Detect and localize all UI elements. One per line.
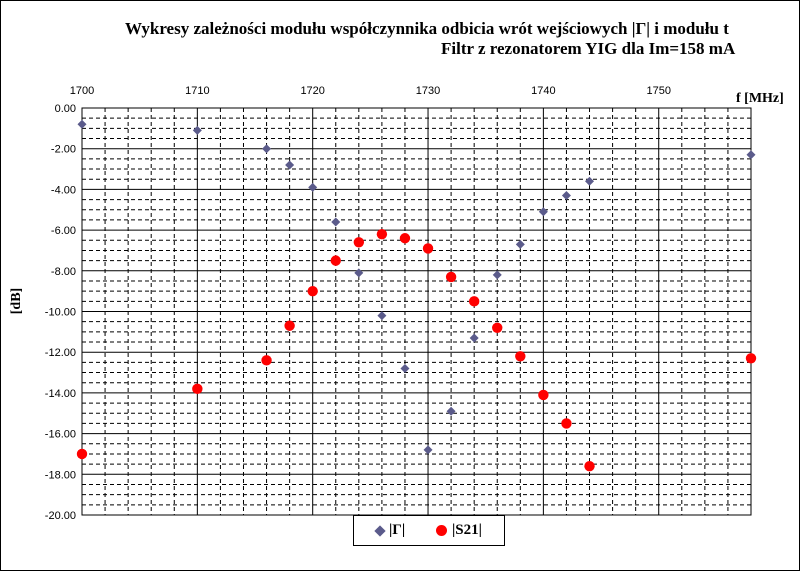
x-tick-label: 1740 xyxy=(531,85,555,97)
gamma-point xyxy=(377,311,387,321)
y-tick-label: -16.00 xyxy=(45,429,76,441)
s21-point xyxy=(261,355,272,366)
series-points xyxy=(76,119,757,472)
s21-point xyxy=(468,296,480,307)
chart-subtitle: Filtr z rezonatorem YIG dla Im=158 mA xyxy=(441,39,736,58)
gamma-point xyxy=(515,239,525,249)
gamma-point xyxy=(400,363,410,373)
grid xyxy=(81,107,752,516)
gamma-point xyxy=(285,160,295,170)
y-axis-label: [dB] xyxy=(9,288,24,314)
gamma-point xyxy=(308,182,318,192)
s21-point xyxy=(745,353,757,364)
s21-point xyxy=(353,237,365,248)
s21-point xyxy=(399,233,411,244)
s21-point xyxy=(515,351,526,362)
y-tick-label: -18.00 xyxy=(45,469,76,481)
y-tick-label: -2.00 xyxy=(51,144,76,156)
tick-labels: 0.00 -2.00 -4.00 -6.00 -8.00 -10.00 -12.00 -14.… xyxy=(45,85,671,522)
gamma-point xyxy=(192,125,202,135)
s21-point xyxy=(538,389,549,401)
gamma-point xyxy=(585,176,595,186)
s21-point xyxy=(492,322,503,333)
y-tick-label: -6.00 xyxy=(51,225,76,237)
legend-label-s21: |S21| xyxy=(452,522,482,538)
y-tick-label: -10.00 xyxy=(45,307,76,319)
s21-point xyxy=(330,255,341,266)
gamma-point xyxy=(77,119,87,129)
s21-point xyxy=(192,383,203,395)
gamma-point xyxy=(331,217,341,227)
x-tick-label: 1720 xyxy=(300,85,324,97)
gamma-point xyxy=(446,406,456,416)
gamma-point xyxy=(561,191,571,201)
series-gamma xyxy=(77,119,756,455)
legend-item-s21: |S21| xyxy=(436,522,482,539)
gamma-point xyxy=(469,333,479,343)
y-tick-label: -14.00 xyxy=(45,388,76,400)
s21-point xyxy=(284,320,295,331)
gamma-point xyxy=(538,207,548,217)
s21-point xyxy=(307,285,318,297)
gamma-point xyxy=(262,144,272,154)
s21-point xyxy=(445,271,457,283)
x-tick-label: 1730 xyxy=(416,85,440,97)
s21-point xyxy=(76,448,88,460)
s21-point xyxy=(561,418,572,429)
x-tick-label: 1750 xyxy=(646,85,670,97)
gamma-point xyxy=(354,268,364,278)
legend-item-gamma: |Γ| xyxy=(374,522,406,539)
x-tick-label: 1710 xyxy=(185,85,209,97)
y-tick-label: -12.00 xyxy=(45,347,76,359)
gamma-point xyxy=(492,270,502,280)
gamma-point xyxy=(423,445,433,455)
gamma-point xyxy=(746,150,756,160)
s21-point xyxy=(584,460,595,472)
y-tick-label: 0.00 xyxy=(55,103,76,115)
series-s21 xyxy=(76,228,757,472)
y-tick-label: -4.00 xyxy=(51,184,76,196)
legend-circle-marker xyxy=(436,525,447,536)
s21-point xyxy=(376,228,388,240)
y-tick-label: -8.00 xyxy=(51,266,76,278)
x-tick-label: 1700 xyxy=(70,85,94,97)
legend-diamond-marker xyxy=(374,524,386,537)
legend-label-gamma: |Γ| xyxy=(389,522,406,538)
legend: |Γ| |S21| xyxy=(353,515,505,546)
x-axis-label: f [MHz] xyxy=(736,91,784,106)
y-tick-label: -20.00 xyxy=(45,510,76,522)
s21-point xyxy=(422,243,434,254)
chart-title: Wykresy zależności modułu współczynnika … xyxy=(125,19,729,38)
